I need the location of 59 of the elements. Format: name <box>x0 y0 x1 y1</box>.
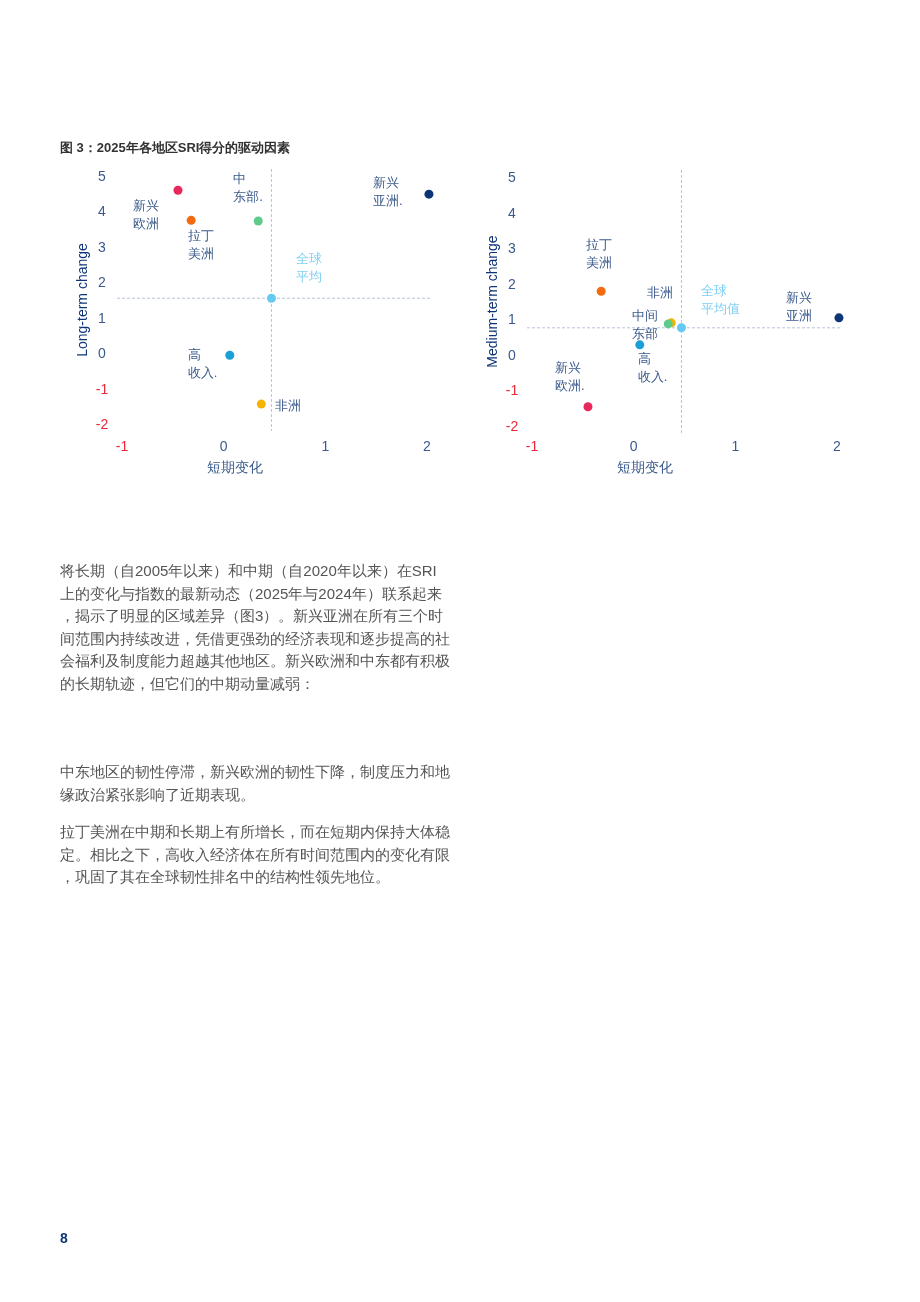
point <box>596 286 606 296</box>
point <box>266 293 276 303</box>
y-tick-label: 0 <box>98 345 107 362</box>
series-label: 新兴亚洲 <box>785 289 812 323</box>
series-label: 非洲 <box>275 398 302 414</box>
y-tick-label: 5 <box>98 168 107 185</box>
point <box>834 313 844 323</box>
x-tick-label: 0 <box>629 438 638 454</box>
y-tick-label: -2 <box>505 417 519 434</box>
point <box>253 216 263 226</box>
x-tick-label: 1 <box>321 438 330 454</box>
y-axis-title: Long-term change <box>74 242 90 357</box>
y-tick-label: 1 <box>508 311 517 328</box>
x-tick-label: 2 <box>833 438 842 454</box>
series-label: 拉丁美洲 <box>188 228 215 262</box>
point <box>676 323 686 333</box>
y-axis-title: Medium-term change <box>484 235 500 368</box>
series-label: 非洲 <box>647 284 674 300</box>
x-tick-label: 0 <box>219 438 228 454</box>
y-tick-label: -2 <box>95 415 109 432</box>
series-label: 全球平均 <box>296 251 323 285</box>
y-tick-label: 4 <box>98 203 107 220</box>
point <box>424 189 434 199</box>
y-tick-label: -1 <box>95 380 109 397</box>
point <box>635 340 645 350</box>
series-label: 高收入. <box>637 350 668 384</box>
x-tick-label: 2 <box>423 438 432 454</box>
series-label: 新兴亚洲. <box>372 175 403 209</box>
series-label: 新兴欧洲 <box>132 198 159 232</box>
y-tick-label: -1 <box>505 382 519 399</box>
y-tick-label: 1 <box>98 309 107 326</box>
point <box>173 185 183 195</box>
x-tick-label: -1 <box>115 438 129 454</box>
point <box>256 399 266 409</box>
series-label: 高收入. <box>187 347 218 381</box>
y-tick-label: 3 <box>98 238 107 255</box>
text: 拉丁美洲在中期和长期上有所增长，而在短期内保持大体稳定。相比之下，高收入经济体在所有时间范围内的变化有限，巩固了其在全球韧性排名中的结构性领先地位。 <box>60 823 450 885</box>
point <box>186 215 196 225</box>
y-tick-label: 4 <box>508 204 517 221</box>
series-label: 中东部. <box>233 171 263 205</box>
y-tick-label: 2 <box>98 274 107 291</box>
x-tick-label: -1 <box>525 438 539 454</box>
series-label: 新兴欧洲. <box>554 359 585 393</box>
y-tick-label: 2 <box>508 275 517 292</box>
y-tick-label: 3 <box>508 240 517 257</box>
series-label: 全球平均值 <box>701 282 741 316</box>
x-tick-label: 1 <box>731 438 740 454</box>
series-label: 中间东部 <box>632 307 659 341</box>
x-axis-title: 短期变化 <box>206 459 263 475</box>
chart-title: 图 3：2025年各地区SRI得分的驱动因素 <box>60 140 291 155</box>
text: 8 <box>60 1230 68 1246</box>
text: 将长期（自2005年以来）和中期（自2020年以来）在SRI上的变化与指数的最新动态（2025年与2024年）联系起来，揭示了明显的区域差异（图3）。新兴亚洲在所有三个时间范围内持续改进，凭借更强劲的经济表现和逐步提高的社会福利及制度能力超越其他地区。新兴欧洲和中东都有积极的长期轨迹，但它们的中期动量减弱： <box>59 562 450 692</box>
x-axis-title: 短期变化 <box>616 459 673 475</box>
point <box>225 350 235 360</box>
y-tick-label: 5 <box>508 169 517 186</box>
text: 中东地区的韧性停滞，新兴欧洲的韧性下降，制度压力和地缘政治紧张影响了近期表现。 <box>60 763 450 803</box>
series-label: 拉丁美洲 <box>586 237 613 271</box>
point <box>583 402 593 412</box>
y-tick-label: 0 <box>508 346 517 363</box>
